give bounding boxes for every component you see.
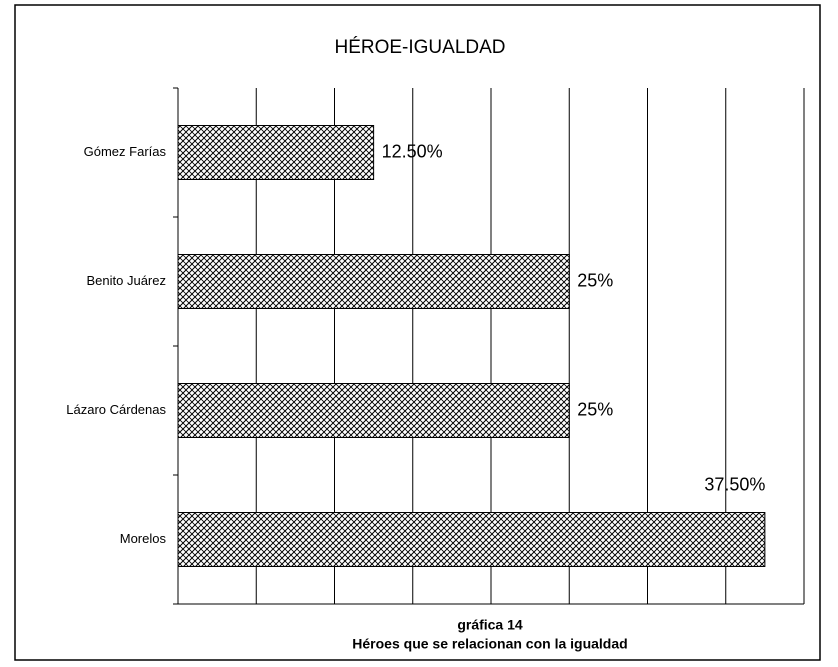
y-tick-label: Gómez Farías: [84, 144, 167, 159]
bar: [177, 383, 570, 438]
value-label: 25%: [577, 399, 613, 419]
bar: [177, 254, 570, 309]
frame: [14, 4, 821, 661]
value-label: 25%: [577, 270, 613, 290]
value-label: 37.50%: [704, 474, 765, 494]
bar: [177, 125, 375, 180]
chart-title: HÉROE-IGUALDAD: [334, 37, 505, 58]
y-tick-label: Lázaro Cárdenas: [66, 402, 166, 417]
value-label: 12.50%: [382, 141, 443, 161]
caption: gráfica 14: [457, 617, 523, 633]
caption: Héroes que se relacionan con la igualdad: [352, 636, 627, 652]
y-tick-label: Benito Juárez: [87, 273, 167, 288]
y-tick-label: Morelos: [120, 531, 167, 546]
bar: [177, 512, 766, 567]
